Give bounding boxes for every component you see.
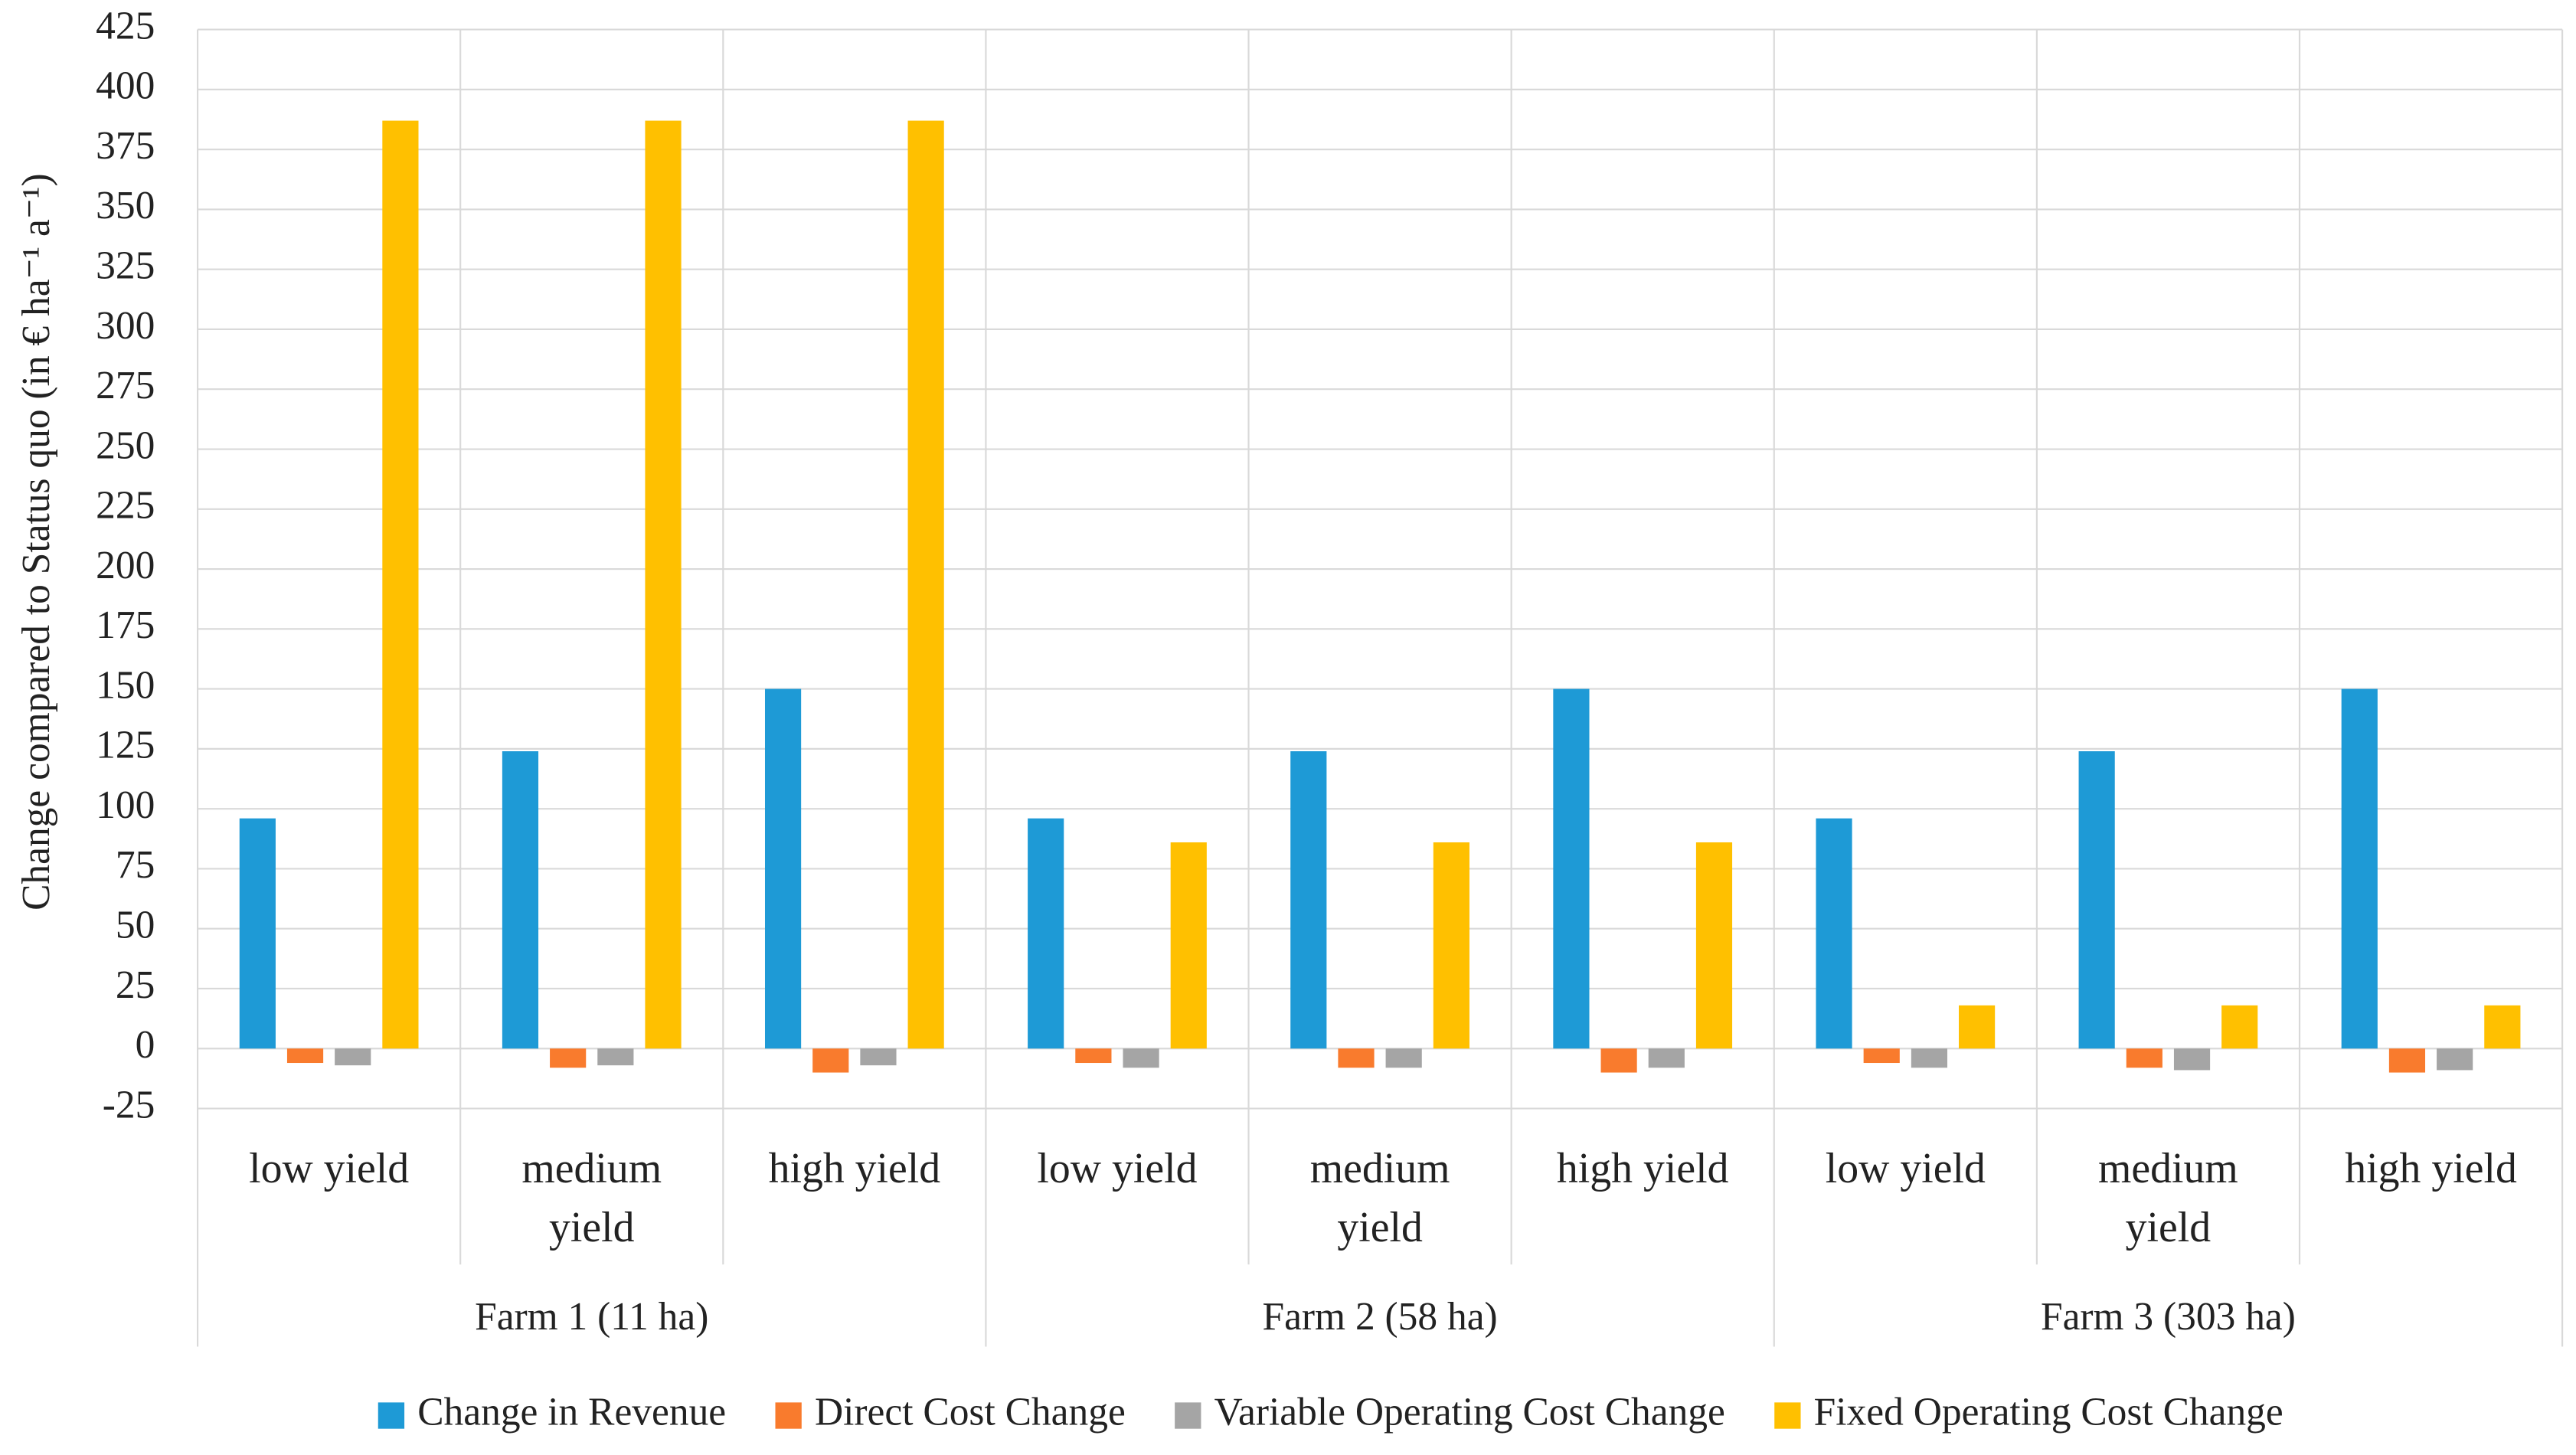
bar xyxy=(1816,818,1852,1049)
x-tick-label: low yield xyxy=(1825,1144,1986,1192)
bar xyxy=(1028,818,1064,1049)
y-tick-label: 125 xyxy=(96,724,155,767)
bar xyxy=(239,818,276,1049)
y-tick-label: 50 xyxy=(116,904,155,947)
y-tick-label: 200 xyxy=(96,544,155,587)
y-tick-label: 275 xyxy=(96,364,155,407)
x-tick-label: low yield xyxy=(249,1144,410,1192)
y-tick-label: 425 xyxy=(96,4,155,47)
bar xyxy=(335,1048,371,1066)
x-tick-label: low yield xyxy=(1037,1144,1198,1192)
bar xyxy=(2388,1048,2426,1073)
x-tick-label-box: high yield xyxy=(2345,1144,2517,1192)
x-tick-label: high yield xyxy=(1556,1144,1729,1192)
y-tick-label: 150 xyxy=(96,663,155,707)
bar xyxy=(764,688,802,1049)
bar xyxy=(1433,842,1469,1049)
bar xyxy=(2437,1048,2473,1071)
bar xyxy=(1123,1048,1159,1068)
bar xyxy=(1075,1048,1112,1064)
legend-swatch xyxy=(1175,1402,1201,1429)
x-tick-label: high yield xyxy=(2345,1144,2517,1192)
legend-label: Change in Revenue xyxy=(417,1390,726,1434)
y-tick-label: 75 xyxy=(116,843,155,887)
y-tick-label: 375 xyxy=(96,124,155,168)
bar xyxy=(1290,751,1327,1049)
y-tick-label: 0 xyxy=(136,1023,155,1067)
bar xyxy=(1863,1048,1900,1064)
bar xyxy=(1553,688,1590,1049)
bar xyxy=(1170,842,1207,1049)
x-tick-label: medium yield xyxy=(521,1144,662,1252)
y-tick-label: 175 xyxy=(96,603,155,647)
x-tick-label: medium yield xyxy=(1309,1144,1450,1252)
bar xyxy=(550,1048,587,1068)
bar xyxy=(382,120,419,1049)
legend-label: Variable Operating Cost Change xyxy=(1214,1390,1725,1434)
bar xyxy=(502,751,539,1049)
x-tick-label-box: medium yield xyxy=(2098,1144,2238,1252)
bar xyxy=(2484,1005,2521,1049)
legend-swatch xyxy=(378,1402,405,1429)
y-tick-label: 100 xyxy=(96,783,155,827)
legend-swatch xyxy=(775,1402,802,1429)
x-tick-label-box: low yield xyxy=(1037,1144,1198,1192)
y-tick-label: 350 xyxy=(96,184,155,227)
group-label: Farm 3 (303 ha) xyxy=(2041,1295,2296,1339)
x-tick-label-box: low yield xyxy=(249,1144,410,1192)
x-tick-label: high yield xyxy=(768,1144,941,1192)
bar xyxy=(860,1048,897,1066)
bar xyxy=(1959,1005,1996,1049)
legend-swatch xyxy=(1774,1402,1801,1429)
y-tick-label: 300 xyxy=(96,304,155,348)
y-tick-label: 250 xyxy=(96,423,155,467)
bar xyxy=(2341,688,2378,1049)
bar xyxy=(907,120,944,1049)
y-tick-label: 325 xyxy=(96,244,155,288)
legend-label: Direct Cost Change xyxy=(815,1390,1126,1434)
bar xyxy=(286,1048,324,1064)
x-tick-label-box: high yield xyxy=(768,1144,941,1192)
group-label: Farm 2 (58 ha) xyxy=(1262,1295,1497,1339)
y-tick-label: 25 xyxy=(116,963,155,1007)
y-tick-label: -25 xyxy=(103,1083,155,1126)
y-tick-label: 400 xyxy=(96,64,155,108)
bar xyxy=(1385,1048,1422,1068)
bar xyxy=(1695,842,1733,1049)
bar xyxy=(597,1048,634,1066)
bar xyxy=(812,1048,849,1073)
y-tick-label: 225 xyxy=(96,484,155,528)
group-label: Farm 1 (11 ha) xyxy=(475,1295,708,1339)
bar xyxy=(1600,1048,1637,1073)
bar xyxy=(1648,1048,1685,1068)
y-axis-label: Change compared to Status quo (in € ha⁻¹… xyxy=(15,173,58,911)
bar xyxy=(1911,1048,1948,1068)
x-tick-label-box: medium yield xyxy=(1309,1144,1450,1252)
x-tick-label-box: medium yield xyxy=(521,1144,662,1252)
bar xyxy=(2078,751,2115,1049)
bar xyxy=(2173,1048,2211,1071)
bar xyxy=(645,120,682,1049)
x-tick-label: medium yield xyxy=(2098,1144,2238,1252)
x-tick-label-box: low yield xyxy=(1825,1144,1986,1192)
x-tick-label-box: high yield xyxy=(1556,1144,1729,1192)
bar xyxy=(2221,1005,2258,1049)
bar xyxy=(1338,1048,1375,1068)
legend-label: Fixed Operating Cost Change xyxy=(1814,1390,2283,1434)
bar xyxy=(2126,1048,2162,1068)
